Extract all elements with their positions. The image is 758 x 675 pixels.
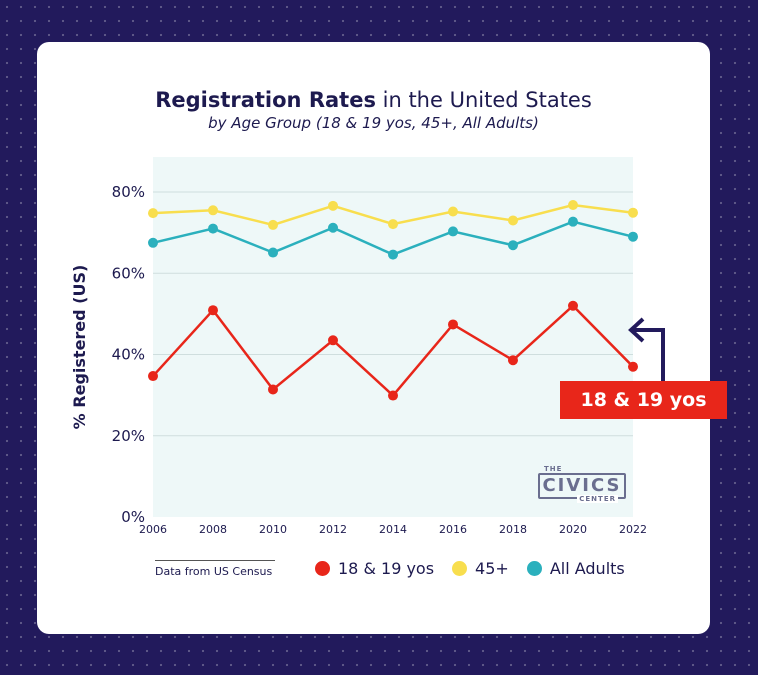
x-tick-label: 2012 xyxy=(319,523,347,536)
data-point-1 xyxy=(208,205,218,216)
data-point-0 xyxy=(388,390,398,401)
chart-subtitle: by Age Group (18 & 19 yos, 45+, All Adul… xyxy=(208,114,539,132)
data-point-0 xyxy=(568,300,578,311)
data-point-2 xyxy=(628,231,638,242)
logo-center: CENTER xyxy=(577,495,618,503)
data-point-1 xyxy=(148,208,158,219)
data-point-2 xyxy=(448,226,458,237)
legend-item-all-adults: All Adults xyxy=(526,559,625,578)
data-point-0 xyxy=(208,305,218,316)
x-tick-label: 2010 xyxy=(259,523,287,536)
y-tick-label: 80% xyxy=(112,183,145,201)
data-point-2 xyxy=(208,223,218,234)
data-point-0 xyxy=(628,361,638,372)
legend-label: 18 & 19 yos xyxy=(338,559,435,578)
legend-label: All Adults xyxy=(549,559,625,578)
data-point-1 xyxy=(568,200,578,210)
y-tick-label: 40% xyxy=(112,346,145,364)
legend-dot-icon xyxy=(315,561,330,576)
data-point-2 xyxy=(268,247,278,258)
legend-dot-icon xyxy=(452,561,468,576)
data-point-1 xyxy=(388,219,398,230)
plot-area xyxy=(153,157,633,517)
legend: 18 & 19 yos 45+ All Adults xyxy=(315,559,643,578)
data-point-1 xyxy=(448,206,458,217)
data-point-1 xyxy=(328,200,338,211)
y-tick-label: 60% xyxy=(112,264,145,282)
callout-arrowhead-icon xyxy=(628,317,645,343)
chart-card: Registration Rates in the United States … xyxy=(37,42,727,634)
legend-dot-icon xyxy=(526,561,542,576)
x-tick-label: 2018 xyxy=(499,523,527,536)
chart-title-rest: in the United States xyxy=(375,88,592,112)
x-tick-label: 2022 xyxy=(619,523,647,536)
data-point-2 xyxy=(388,249,398,260)
callout-label: 18 & 19 yos xyxy=(560,381,727,419)
x-tick-label: 2006 xyxy=(139,523,167,536)
y-tick-label: 20% xyxy=(112,427,145,445)
y-axis-label: % Registered (US) xyxy=(70,265,89,430)
data-point-0 xyxy=(508,355,518,366)
logo-the: THE xyxy=(544,465,563,473)
data-point-2 xyxy=(508,240,518,251)
source-note: Data from US Census xyxy=(155,560,275,578)
data-point-0 xyxy=(268,384,278,395)
data-point-1 xyxy=(508,215,518,226)
line-chart: 80% 60% 40% 20% 0%2006 2008 2010 2012 2014 2016 20… xyxy=(70,157,665,536)
x-tick-label: 2008 xyxy=(199,523,227,536)
x-tick-label: 2016 xyxy=(439,523,467,536)
data-point-0 xyxy=(328,335,338,346)
data-point-1 xyxy=(268,219,278,230)
civics-center-logo: THE CIVICS CENTER xyxy=(538,465,626,503)
data-point-1 xyxy=(628,207,638,218)
data-point-2 xyxy=(328,222,338,233)
x-tick-label: 2020 xyxy=(559,523,587,536)
data-point-2 xyxy=(568,216,578,227)
chart-title: Registration Rates in the United States xyxy=(37,88,710,112)
callout-arrow xyxy=(633,328,665,381)
legend-item-18-19: 18 & 19 yos xyxy=(315,559,434,578)
y-tick-label: 0% xyxy=(121,508,145,526)
x-tick-label: 2014 xyxy=(379,523,407,536)
legend-item-45plus: 45+ xyxy=(452,559,509,578)
data-point-0 xyxy=(148,371,158,382)
data-point-0 xyxy=(448,319,458,330)
legend-label: 45+ xyxy=(475,559,509,578)
chart-title-bold: Registration Rates xyxy=(155,88,376,112)
data-point-2 xyxy=(148,237,158,248)
